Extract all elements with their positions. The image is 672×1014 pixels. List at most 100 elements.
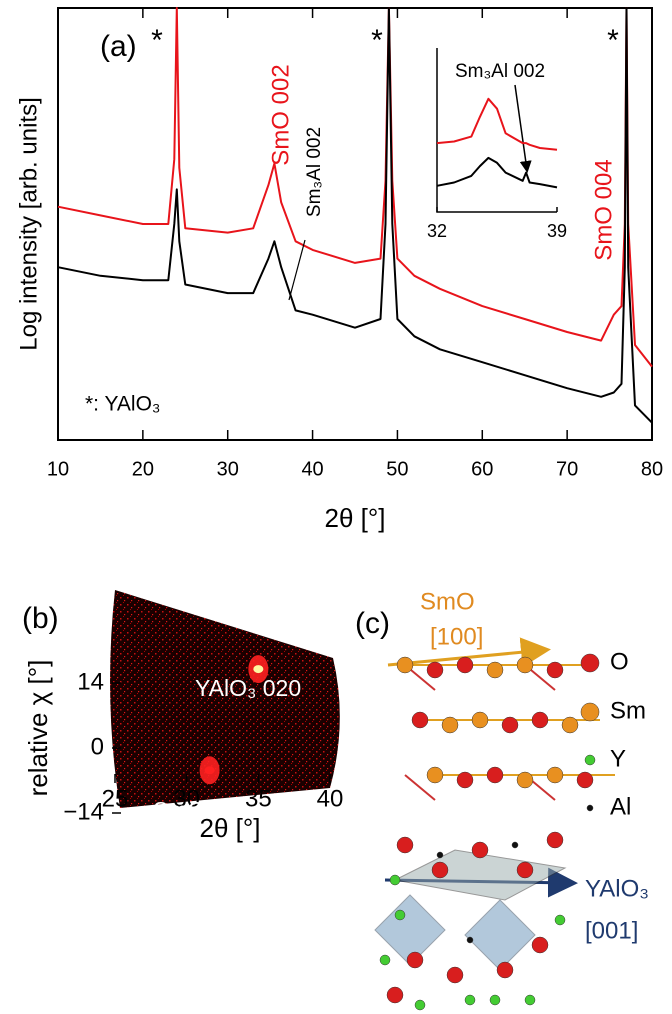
x-tick-label: 50 (386, 458, 408, 480)
panel-label: (b) (22, 602, 59, 635)
polyhedron (464, 899, 536, 971)
atom (486, 661, 504, 679)
x-tick-label: 39 (547, 221, 567, 241)
atom (456, 656, 474, 674)
x-tick-label: 20 (132, 458, 154, 480)
direction-material: SmO (420, 588, 475, 615)
y-tick-label: −14 (63, 798, 104, 825)
x-tick-label: 40 (317, 785, 344, 812)
y-axis-title: relative χ [°] (23, 660, 53, 797)
spot-core (253, 665, 264, 674)
data-line (57, 7, 653, 368)
atom (411, 711, 429, 729)
atom (501, 716, 519, 734)
x-axis-title: 2θ [°] (200, 813, 261, 843)
panel-label: (c) (355, 607, 390, 640)
direction-index: [001] (585, 917, 638, 944)
y-tick-label: 14 (77, 668, 104, 695)
atom (431, 861, 449, 879)
annotation: Sm₃Al 002 (304, 127, 325, 217)
atom (441, 716, 459, 734)
data-line (57, 7, 653, 424)
plot-frame (57, 7, 653, 441)
panel-label: (a) (100, 30, 137, 63)
spot-label: YAlO₃ 020 (195, 675, 301, 701)
atom (576, 771, 594, 789)
map-region (110, 590, 340, 808)
annotation-arrow (514, 84, 532, 173)
atom (516, 656, 534, 674)
atom (546, 831, 564, 849)
direction-index: [100] (430, 623, 483, 650)
annotation: *: YAlO₃ (85, 393, 160, 416)
x-tick-label: 80 (641, 458, 663, 480)
y-tick-label: 0 (91, 733, 104, 760)
atom (561, 716, 579, 734)
atom (584, 754, 596, 766)
x-tick-label: 35 (245, 785, 272, 812)
legend-label: Sm (610, 697, 646, 724)
annotation-line (288, 239, 306, 301)
atom (486, 766, 504, 784)
panel-b: (b) relative χ [°] 2θ [°] 25 30 35 40 −14 0 14… (22, 590, 343, 843)
atom (516, 771, 534, 789)
x-tick-label: 25 (102, 785, 129, 812)
atom (531, 711, 549, 729)
x-tick-label: 10 (47, 458, 69, 480)
annotation: * (607, 24, 619, 57)
inset: Sm₃Al 002 32 39 (427, 48, 567, 241)
direction-material: YAlO₃ (585, 875, 649, 902)
annotation: * (371, 24, 383, 57)
atom (394, 909, 406, 921)
atom (379, 954, 391, 966)
atom (396, 836, 414, 854)
atom (580, 653, 600, 673)
spot-core (204, 766, 215, 775)
legend-label: Y (610, 745, 626, 772)
atom (580, 702, 600, 722)
atom (466, 936, 474, 944)
y-axis-title: Log intensity [arb. units] (15, 97, 42, 350)
data-line (436, 97, 558, 151)
legend-label: O (610, 648, 629, 675)
spot-label: SmO 111 (153, 797, 247, 823)
atom (426, 661, 444, 679)
atom (516, 861, 534, 879)
atom (436, 851, 444, 859)
x-axis-title: 2θ [°] (325, 503, 386, 533)
atom (406, 951, 424, 969)
atom (396, 656, 414, 674)
atom (389, 874, 401, 886)
x-tick-label: 40 (301, 458, 323, 480)
inset-annotation: Sm₃Al 002 (455, 61, 545, 82)
atom (546, 661, 564, 679)
atom (464, 994, 476, 1006)
atom (426, 766, 444, 784)
atom (546, 766, 564, 784)
panel-c: (c) SmO [100] YAlO₃ [001] O Sm Y Al (355, 588, 649, 1011)
data-line (436, 156, 558, 189)
legend-label: Al (610, 793, 631, 820)
atom (511, 841, 519, 849)
x-tick-label: 70 (556, 458, 578, 480)
atom (531, 936, 549, 954)
x-tick-label: 30 (173, 785, 200, 812)
atom (446, 966, 464, 984)
annotation: SmO 004 (590, 159, 617, 260)
bond (404, 774, 436, 801)
atom (524, 994, 536, 1006)
atom (386, 986, 404, 1004)
atom (554, 914, 566, 926)
atom (414, 999, 426, 1011)
atom (471, 711, 489, 729)
atom (456, 771, 474, 789)
atom (586, 804, 594, 812)
atom (496, 961, 514, 979)
x-tick-label: 60 (471, 458, 493, 480)
atom (471, 841, 489, 859)
annotation: SmO 002 (267, 64, 294, 165)
x-tick-label: 32 (427, 221, 447, 241)
panel-a: (a) Log intensity [arb. units] 2θ [°] 10… (15, 7, 663, 533)
x-tick-label: 30 (217, 458, 239, 480)
